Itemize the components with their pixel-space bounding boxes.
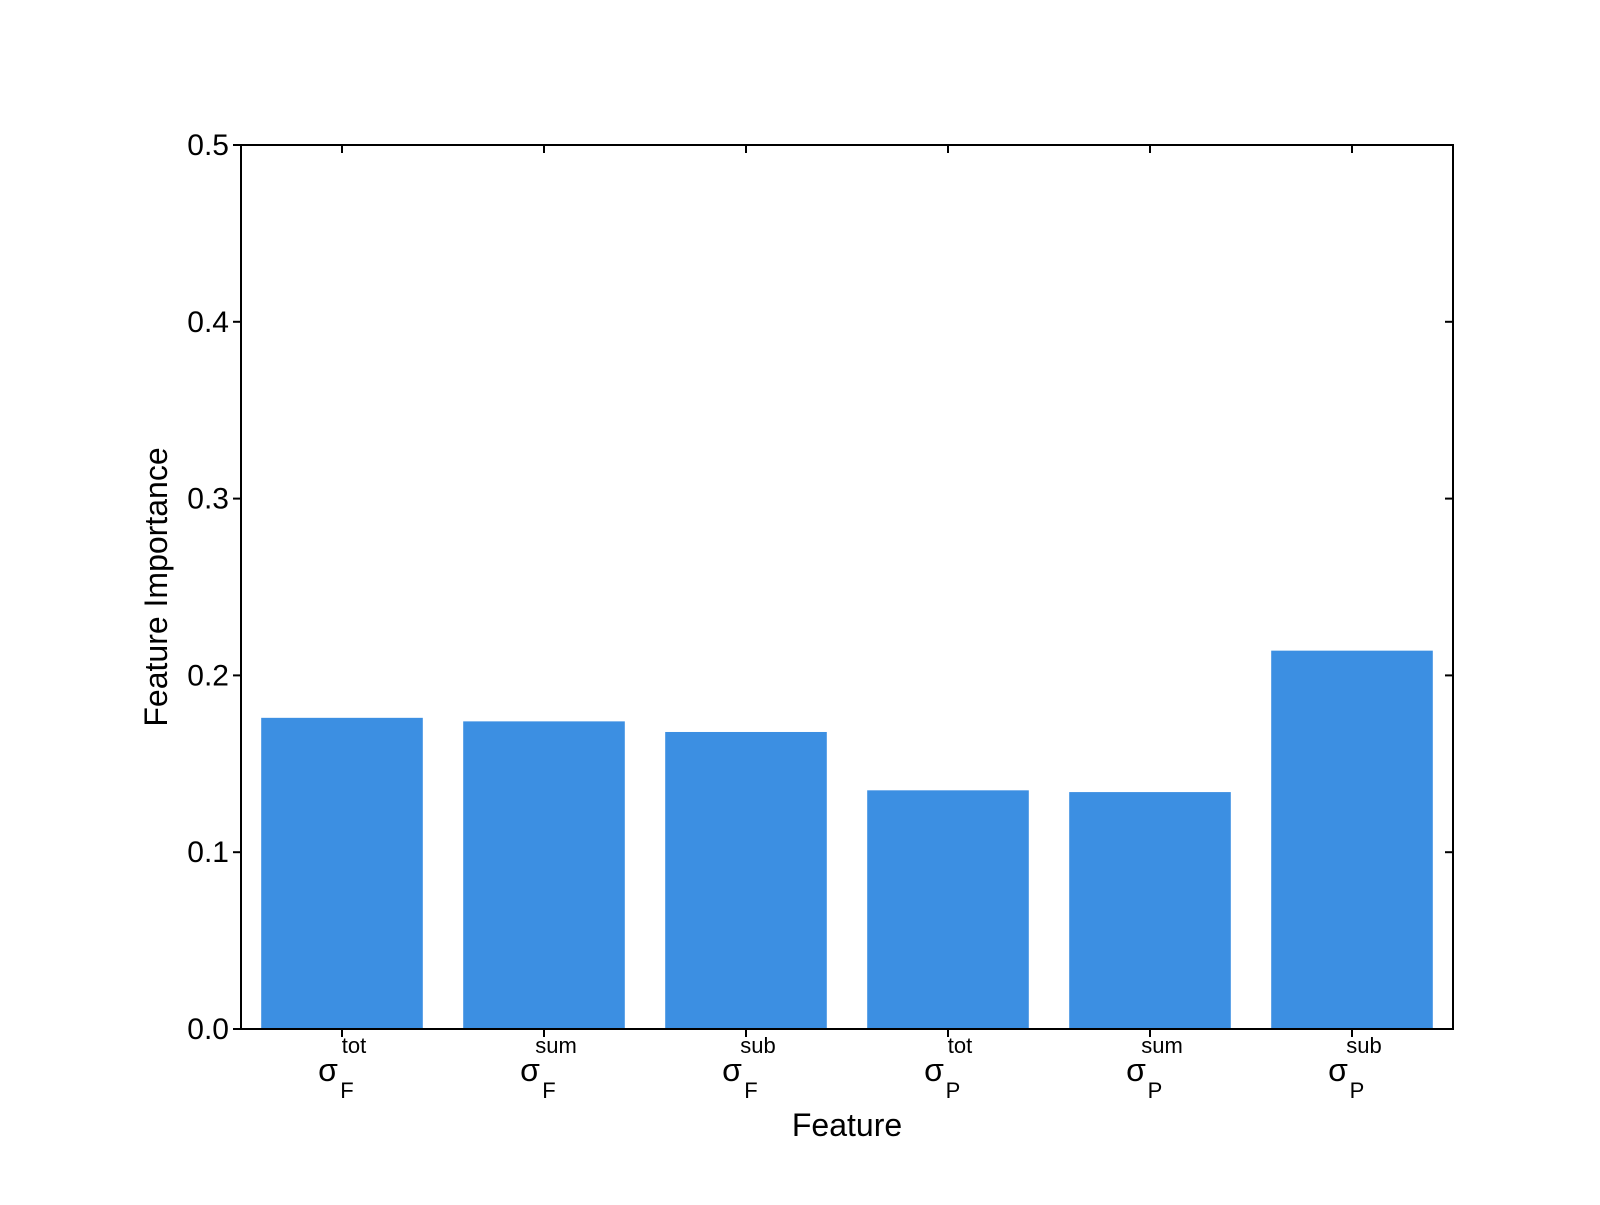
x-tick-label-base-5: σ (1328, 1052, 1348, 1088)
x-tick-label-base-4: σ (1126, 1052, 1146, 1088)
bar-2 (665, 731, 827, 1029)
x-tick-label-base-1: σ (520, 1052, 540, 1088)
ticks-layer (233, 144, 1453, 1037)
y-tick-label-1: 0.1 (187, 836, 229, 869)
x-tick-label-base-0: σ (318, 1052, 338, 1088)
bar-5 (1271, 650, 1433, 1029)
bar-3 (867, 790, 1029, 1029)
x-tick-label-base-2: σ (722, 1052, 742, 1088)
x-tick-label-sub-5: P (1350, 1078, 1365, 1103)
x-tick-label-sup-0: tot (342, 1033, 366, 1058)
bar-0 (261, 717, 423, 1029)
y-tick-label-4: 0.4 (187, 306, 229, 339)
x-tick-label-sub-1: F (542, 1078, 555, 1103)
bars-layer (261, 650, 1433, 1029)
y-tick-label-0: 0.0 (187, 1013, 229, 1046)
x-tick-label-sub-2: F (744, 1078, 757, 1103)
y-tick-label-2: 0.2 (187, 659, 229, 692)
bar-1 (463, 721, 625, 1029)
x-tick-label-sup-4: sum (1141, 1033, 1183, 1058)
x-tick-label-sup-5: sub (1346, 1033, 1381, 1058)
x-tick-label-sub-4: P (1148, 1078, 1163, 1103)
bar-4 (1069, 792, 1231, 1029)
x-tick-label-base-3: σ (924, 1052, 944, 1088)
y-axis-title: Feature Importance (138, 447, 174, 726)
plot-frame (240, 144, 1454, 1030)
y-tick-label-3: 0.3 (187, 483, 229, 516)
x-tick-label-sub-3: P (946, 1078, 961, 1103)
y-tick-label-5: 0.5 (187, 129, 229, 162)
y-tick-labels: 0.0 0.1 0.2 0.3 0.4 0.5 (187, 129, 229, 1046)
x-axis-title: Feature (792, 1107, 902, 1143)
x-tick-label-sub-0: F (340, 1078, 353, 1103)
x-tick-label-sup-1: sum (535, 1033, 577, 1058)
x-tick-label-sup-2: sub (740, 1033, 775, 1058)
x-tick-label-sup-3: tot (948, 1033, 972, 1058)
